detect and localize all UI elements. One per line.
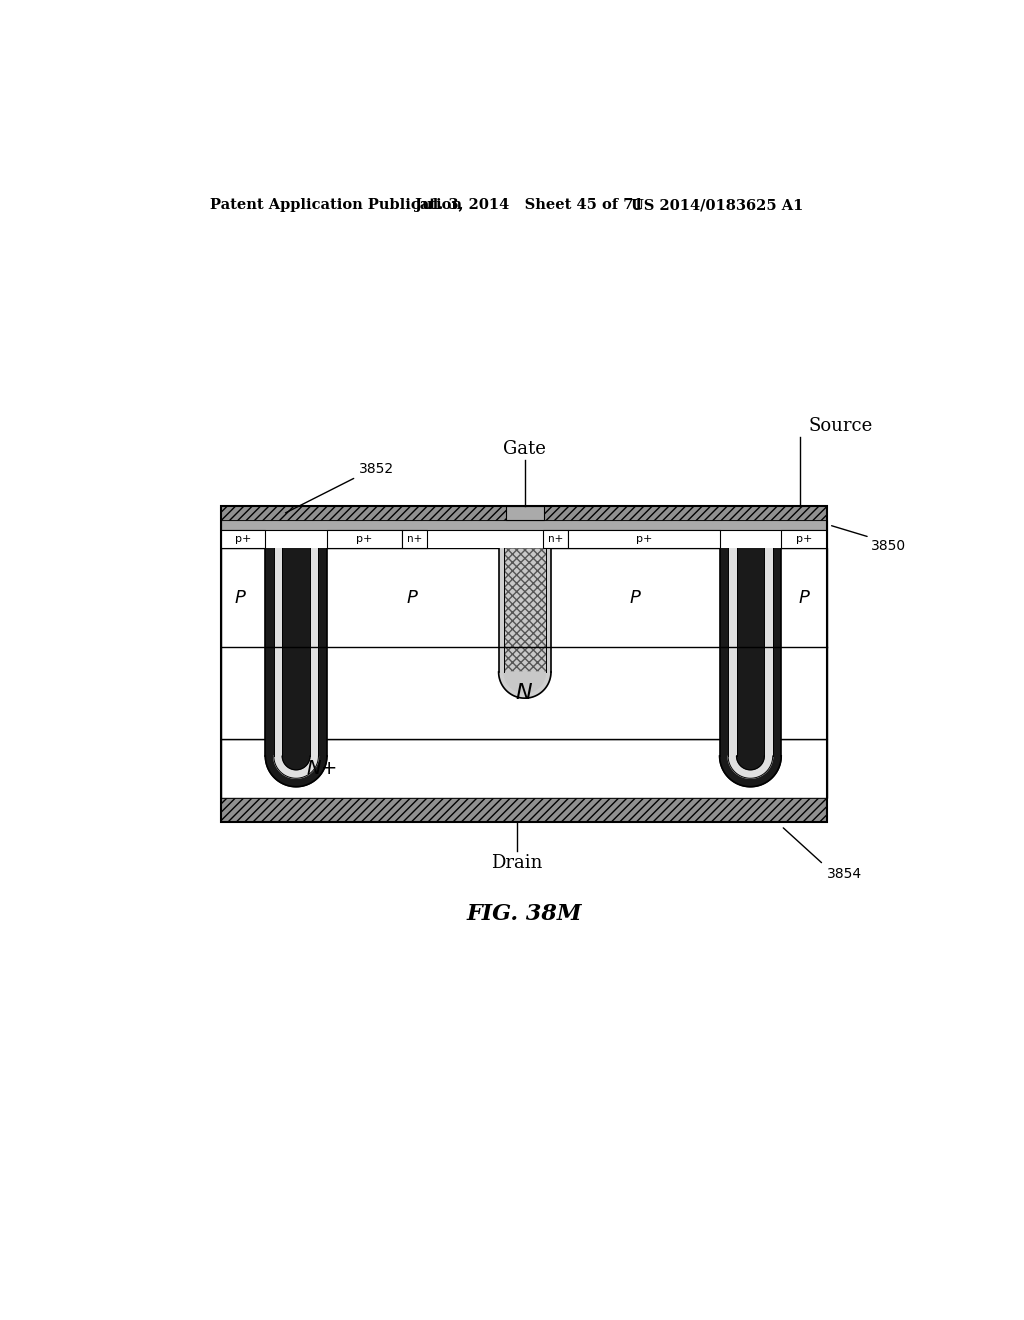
Bar <box>221 520 827 529</box>
Bar <box>543 529 568 548</box>
Polygon shape <box>499 672 551 698</box>
Bar <box>568 529 720 548</box>
Bar <box>781 529 827 548</box>
Bar <box>221 529 265 548</box>
Polygon shape <box>736 756 764 770</box>
Text: $N$+: $N$+ <box>306 759 337 777</box>
Bar <box>221 739 827 797</box>
Polygon shape <box>720 756 781 787</box>
Polygon shape <box>504 672 546 693</box>
Text: p+: p+ <box>796 533 812 544</box>
Text: p+: p+ <box>356 533 373 544</box>
Polygon shape <box>273 756 318 779</box>
Text: n+: n+ <box>407 533 422 544</box>
Bar <box>221 797 827 822</box>
Bar <box>499 548 551 672</box>
Polygon shape <box>283 756 310 770</box>
Bar <box>506 507 544 520</box>
Text: 3850: 3850 <box>871 539 906 553</box>
Bar <box>221 507 827 822</box>
Bar <box>736 548 764 756</box>
Text: $N$: $N$ <box>515 684 534 704</box>
Bar <box>544 507 827 520</box>
Text: $P$: $P$ <box>798 589 811 607</box>
Polygon shape <box>728 756 773 779</box>
Text: 3852: 3852 <box>358 462 393 475</box>
Text: n+: n+ <box>548 533 563 544</box>
Bar <box>327 529 401 548</box>
Bar <box>221 548 827 739</box>
Bar <box>265 548 327 756</box>
Polygon shape <box>265 756 327 787</box>
Bar <box>720 548 781 756</box>
Text: p+: p+ <box>236 533 252 544</box>
Text: Jul. 3, 2014   Sheet 45 of 71: Jul. 3, 2014 Sheet 45 of 71 <box>416 198 644 213</box>
Text: Patent Application Publication: Patent Application Publication <box>210 198 462 213</box>
Bar <box>728 548 773 756</box>
Bar <box>401 529 427 548</box>
Bar <box>273 548 318 756</box>
Bar <box>283 548 310 756</box>
Bar <box>221 507 506 520</box>
Text: Drain: Drain <box>492 854 543 873</box>
Text: $P$: $P$ <box>234 589 247 607</box>
Text: $P$: $P$ <box>407 589 419 607</box>
Text: Gate: Gate <box>504 440 546 458</box>
Text: US 2014/0183625 A1: US 2014/0183625 A1 <box>631 198 804 213</box>
Text: 3854: 3854 <box>827 867 862 880</box>
Text: $P$: $P$ <box>629 589 642 607</box>
Text: p+: p+ <box>636 533 652 544</box>
Bar <box>221 529 827 548</box>
Bar <box>504 548 546 672</box>
Text: Source: Source <box>808 417 872 434</box>
Text: FIG. 38M: FIG. 38M <box>467 903 583 925</box>
